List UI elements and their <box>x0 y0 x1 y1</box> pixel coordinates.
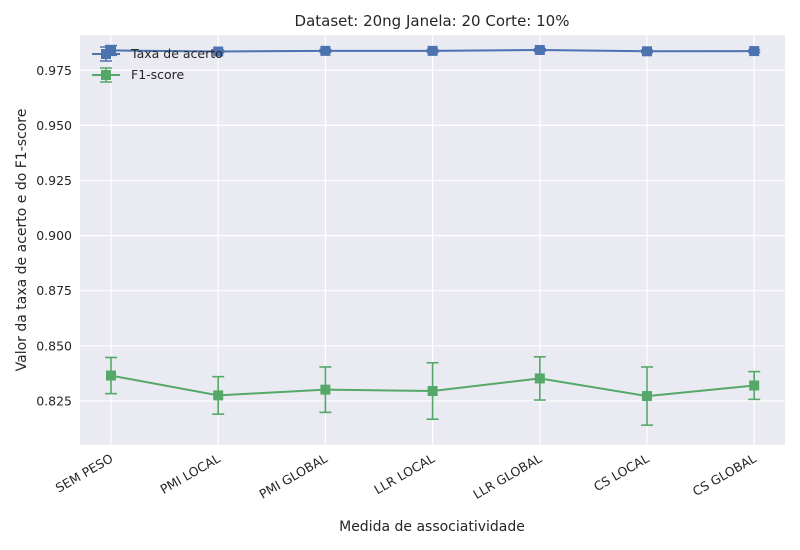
data-point <box>534 44 545 55</box>
y-axis-title: Valor da taxa de acerto e do F1-score <box>14 109 30 372</box>
legend-label-f1-score: F1-score <box>131 67 185 82</box>
legend-item-f1-score: F1-score <box>92 67 185 83</box>
y-tick-label: 0.900 <box>36 228 72 243</box>
data-point <box>749 46 760 57</box>
y-tick-label: 0.925 <box>36 173 72 188</box>
data-point <box>427 45 438 56</box>
y-tick-label: 0.850 <box>36 338 72 353</box>
legend-marker-taxa-de-acerto <box>101 49 111 59</box>
data-point <box>213 46 224 57</box>
y-tick-labels: 0.825 0.850 0.875 0.900 0.925 0.950 0.975 <box>36 63 72 409</box>
legend: Taxa de acerto F1-score <box>92 46 223 83</box>
data-point <box>320 384 331 395</box>
y-tick-label: 0.875 <box>36 283 72 298</box>
data-point <box>642 391 652 402</box>
series-f1-score <box>105 356 761 426</box>
x-axis-title: Medida de associatividade <box>339 519 525 535</box>
legend-label-taxa-de-acerto: Taxa de acerto <box>130 46 223 61</box>
y-tick-label: 0.975 <box>36 63 72 78</box>
legend-marker-f1-score <box>101 70 111 80</box>
data-point <box>534 373 545 384</box>
y-tick-label: 0.825 <box>36 393 72 408</box>
data-point <box>213 390 224 401</box>
data-point <box>106 370 116 381</box>
data-point <box>642 46 652 57</box>
y-tick-label: 0.950 <box>36 118 72 133</box>
chart-title: Dataset: 20ng Janela: 20 Corte: 10% <box>295 12 570 30</box>
data-point <box>749 380 760 391</box>
series-layer <box>105 44 761 426</box>
data-point <box>320 45 331 56</box>
legend-item-taxa-de-acerto: Taxa de acerto <box>92 46 223 62</box>
data-point <box>427 385 438 396</box>
